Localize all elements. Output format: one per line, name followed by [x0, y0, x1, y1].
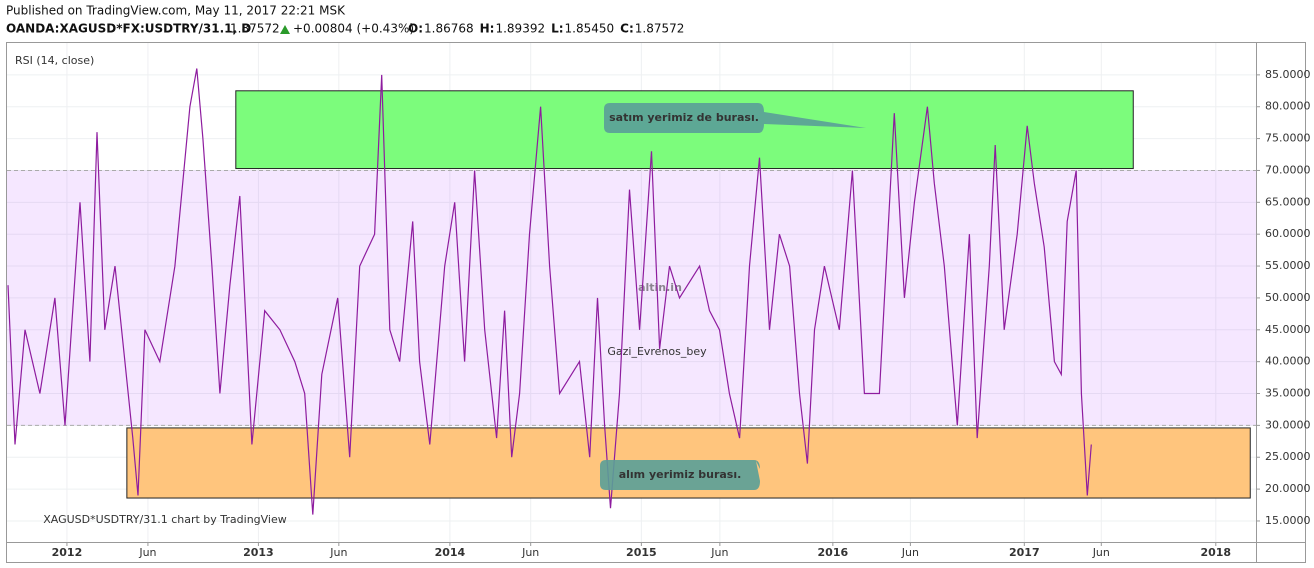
callout	[600, 460, 760, 490]
last-price: 1.87572	[230, 22, 280, 36]
y-tick-label: 40.0000	[1265, 355, 1311, 368]
y-tick-label: 35.0000	[1265, 387, 1311, 400]
ohlc-value: 1.86768	[424, 22, 474, 36]
callout	[604, 103, 866, 133]
credit: XAGUSD*USDTRY/31.1 chart by TradingView	[43, 513, 287, 526]
y-tick-label: 80.0000	[1265, 100, 1311, 113]
x-tick-label: Jun	[710, 546, 728, 559]
ohlc-label: L:	[551, 22, 563, 36]
ohlc-label: C:	[620, 22, 634, 36]
x-tick-label: Jun	[521, 546, 539, 559]
y-tick-label: 30.0000	[1265, 418, 1311, 431]
y-tick-label: 50.0000	[1265, 291, 1311, 304]
callout-text: satım yerimiz de burası.	[609, 111, 759, 124]
callout-text: alım yerimiz burası.	[619, 468, 742, 481]
watermark: altin.in	[638, 281, 682, 294]
x-tick-label: 2016	[818, 546, 849, 559]
change: +0.00804 (+0.43%)	[293, 22, 414, 36]
x-tick-label: 2018	[1200, 546, 1231, 559]
series-label: RSI (14, close)	[15, 54, 94, 67]
x-tick-label: Jun	[1092, 546, 1110, 559]
y-tick-label: 65.0000	[1265, 195, 1311, 208]
x-tick-label: 2014	[435, 546, 466, 559]
y-tick-label: 15.0000	[1265, 514, 1311, 527]
rsi-line	[7, 68, 1092, 515]
x-tick-label: Jun	[138, 546, 156, 559]
ohlc: O: 1.86768 H: 1.89392 L: 1.85450 C: 1.87572	[408, 22, 684, 36]
y-tick-label: 55.0000	[1265, 259, 1311, 272]
x-tick-label: Jun	[901, 546, 919, 559]
y-tick-label: 45.0000	[1265, 323, 1311, 336]
y-tick-label: 75.0000	[1265, 132, 1311, 145]
ohlc-value: 1.87572	[635, 22, 685, 36]
x-tick-label: Jun	[329, 546, 347, 559]
ohlc-label: H:	[480, 22, 495, 36]
x-tick-label: 2013	[243, 546, 274, 559]
plot: altin.in Gazi_Evrenos_bey satım yerimiz de…	[7, 68, 1256, 515]
y-tick-label: 85.0000	[1265, 68, 1311, 81]
y-tick-label: 60.0000	[1265, 227, 1311, 240]
ohlc-value: 1.89392	[495, 22, 545, 36]
symbol: OANDA:XAGUSD*FX:USDTRY/31.1, D	[6, 22, 251, 36]
x-tick-label: 2012	[52, 546, 83, 559]
up-arrow	[280, 25, 290, 34]
frame	[6, 42, 1306, 563]
y-tick-label: 20.0000	[1265, 482, 1311, 495]
published: Published on TradingView.com, May 11, 20…	[6, 4, 346, 18]
y-tick-label: 70.0000	[1265, 163, 1311, 176]
ohlc-label: O:	[408, 22, 423, 36]
x-tick-label: 2017	[1009, 546, 1040, 559]
y-tick-label: 25.0000	[1265, 450, 1311, 463]
ohlc-value: 1.85450	[565, 22, 615, 36]
x-tick-label: 2015	[626, 546, 657, 559]
rsi-band	[7, 170, 1256, 426]
author: Gazi_Evrenos_bey	[607, 345, 707, 358]
